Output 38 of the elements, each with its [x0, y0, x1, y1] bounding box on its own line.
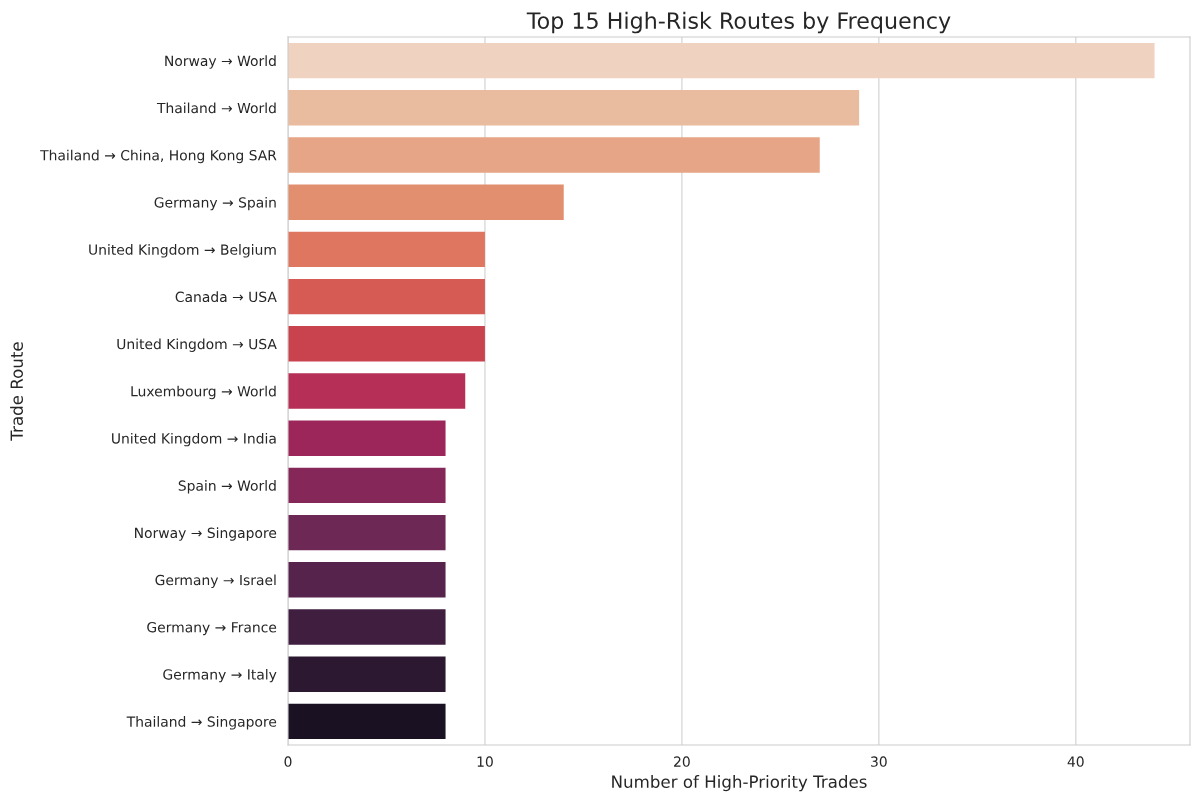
- bar: [288, 562, 446, 598]
- y-tick-label: Spain → World: [178, 480, 276, 494]
- y-tick-label: Thailand → China, Hong Kong SAR: [40, 149, 277, 164]
- x-axis-title: Number of High-Priority Trades: [612, 775, 867, 792]
- bar: [288, 326, 485, 362]
- y-tick-label: United Kingdom → Belgium: [89, 244, 276, 258]
- y-tick-label: Norway → Singapore: [135, 527, 277, 541]
- y-tick-label: United Kingdom → USA: [117, 338, 277, 352]
- x-tick-label: 10: [477, 756, 493, 767]
- y-tick-label: Luxembourg → World: [131, 385, 276, 400]
- x-tick-label: 40: [1067, 756, 1084, 767]
- y-tick-label: Germany → Italy: [163, 668, 277, 683]
- bar: [288, 514, 446, 551]
- y-tick-label: Germany → Israel: [155, 574, 276, 588]
- bar: [288, 420, 446, 456]
- x-tick-label: 0: [284, 756, 292, 767]
- bar: [288, 137, 820, 173]
- y-tick-label: Thailand → Singapore: [126, 716, 277, 730]
- y-tick-label: Germany → France: [147, 621, 277, 636]
- chart-title: Top 15 High-Risk Routes by Frequency: [526, 11, 951, 34]
- bar: [288, 90, 860, 126]
- bar: [288, 373, 466, 409]
- bar: [288, 184, 564, 220]
- y-tick-label: United Kingdom → India: [112, 432, 276, 447]
- bar: [288, 42, 1155, 79]
- y-tick-label: Thailand → World: [156, 102, 276, 114]
- bar: [288, 467, 446, 504]
- bar: [288, 703, 446, 740]
- y-tick-label: Norway → World: [165, 55, 276, 69]
- y-axis-title: Trade Route: [10, 342, 24, 441]
- bar: [288, 278, 485, 315]
- bar: [288, 231, 485, 268]
- bar: [288, 609, 446, 645]
- x-tick-label: 30: [871, 756, 887, 767]
- y-tick-label: Germany → Spain: [154, 196, 276, 211]
- x-tick-label: 20: [674, 756, 690, 767]
- bar: [288, 656, 446, 692]
- y-tick-label: Canada → USA: [175, 291, 277, 303]
